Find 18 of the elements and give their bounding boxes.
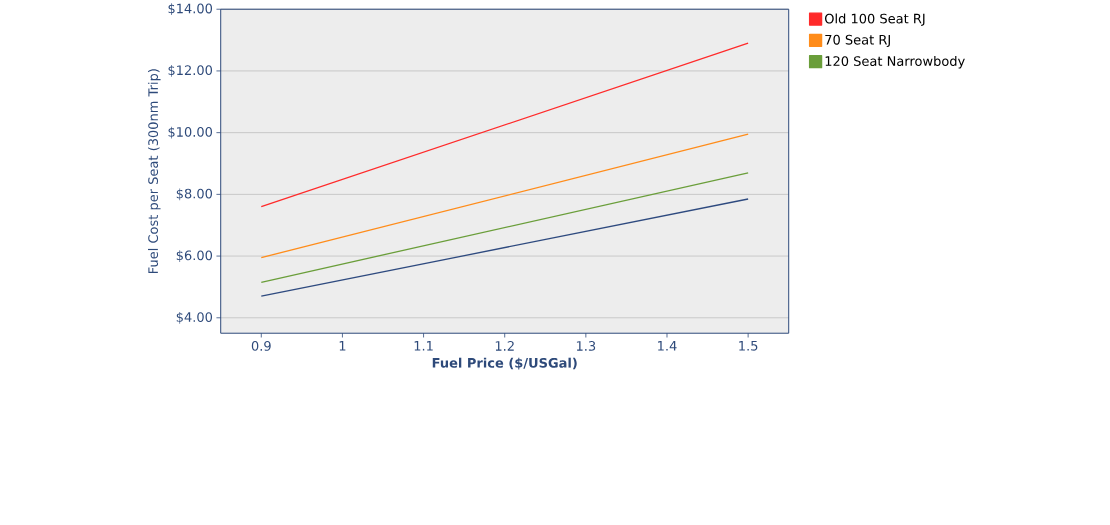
y-tick-label: $4.00 <box>176 312 213 324</box>
legend-label: 70 Seat RJ <box>825 35 890 48</box>
x-tick-label: 1.2 <box>495 341 514 351</box>
y-tick-label: $8.00 <box>176 188 213 201</box>
y-tick-label: $12.00 <box>168 65 213 78</box>
legend-label: 120 Seat Narrowbody <box>825 56 965 69</box>
legend-label: Old 100 Seat RJ <box>824 13 925 27</box>
x-tick-label: 1.5 <box>739 341 758 351</box>
x-axis-title: Fuel Price ($/USGal) <box>432 357 577 370</box>
x-tick-label: 1.3 <box>576 341 596 352</box>
y-tick-label: $14.00 <box>168 3 213 16</box>
x-tick-label: 0.9 <box>251 341 271 352</box>
x-tick-label: 1.1 <box>414 341 433 351</box>
y-tick-label: $10.00 <box>168 126 213 139</box>
x-tick-label: 1.4 <box>658 341 677 351</box>
x-tick-label: 1 <box>339 341 346 351</box>
y-tick-label: $6.00 <box>176 250 213 263</box>
y-axis-title: Fuel Cost per Seat (300nm Trip) <box>147 69 161 274</box>
